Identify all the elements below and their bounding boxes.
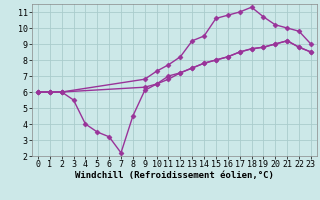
X-axis label: Windchill (Refroidissement éolien,°C): Windchill (Refroidissement éolien,°C) [75, 171, 274, 180]
